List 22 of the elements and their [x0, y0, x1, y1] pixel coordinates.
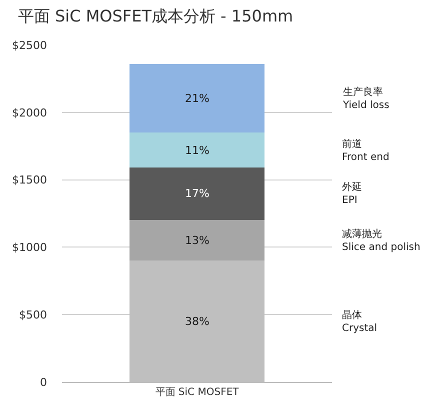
annotation: 21% [185, 92, 210, 105]
y-tick-label: 0 [40, 376, 47, 389]
x-tick-label: 平面 SiC MOSFET [155, 387, 240, 398]
text: 晶体 Crystal [342, 309, 378, 334]
annotation: 17% [185, 187, 210, 200]
text: 前道 Front end [342, 138, 390, 163]
bar [130, 132, 264, 168]
y-tick-label: $2500 [12, 38, 47, 52]
y-tick-label: $1500 [12, 174, 47, 187]
text: 生产良率 Yield loss [342, 86, 390, 111]
text: 减薄抛光 Slice and polish [342, 228, 420, 253]
y-tick-label: $2000 [12, 106, 47, 120]
bar [130, 220, 264, 261]
annotation: 38% [185, 315, 210, 328]
annotation: 11% [185, 144, 210, 157]
annotation: 13% [185, 234, 210, 247]
text: 外延 EPI [342, 181, 362, 206]
bar [130, 168, 264, 220]
chart-title: 平面 SiC MOSFET成本分析 - 150mm [18, 6, 294, 26]
y-tick-label: $1000 [12, 241, 47, 254]
bar [130, 64, 264, 133]
y-tick-label: $500 [19, 308, 47, 322]
